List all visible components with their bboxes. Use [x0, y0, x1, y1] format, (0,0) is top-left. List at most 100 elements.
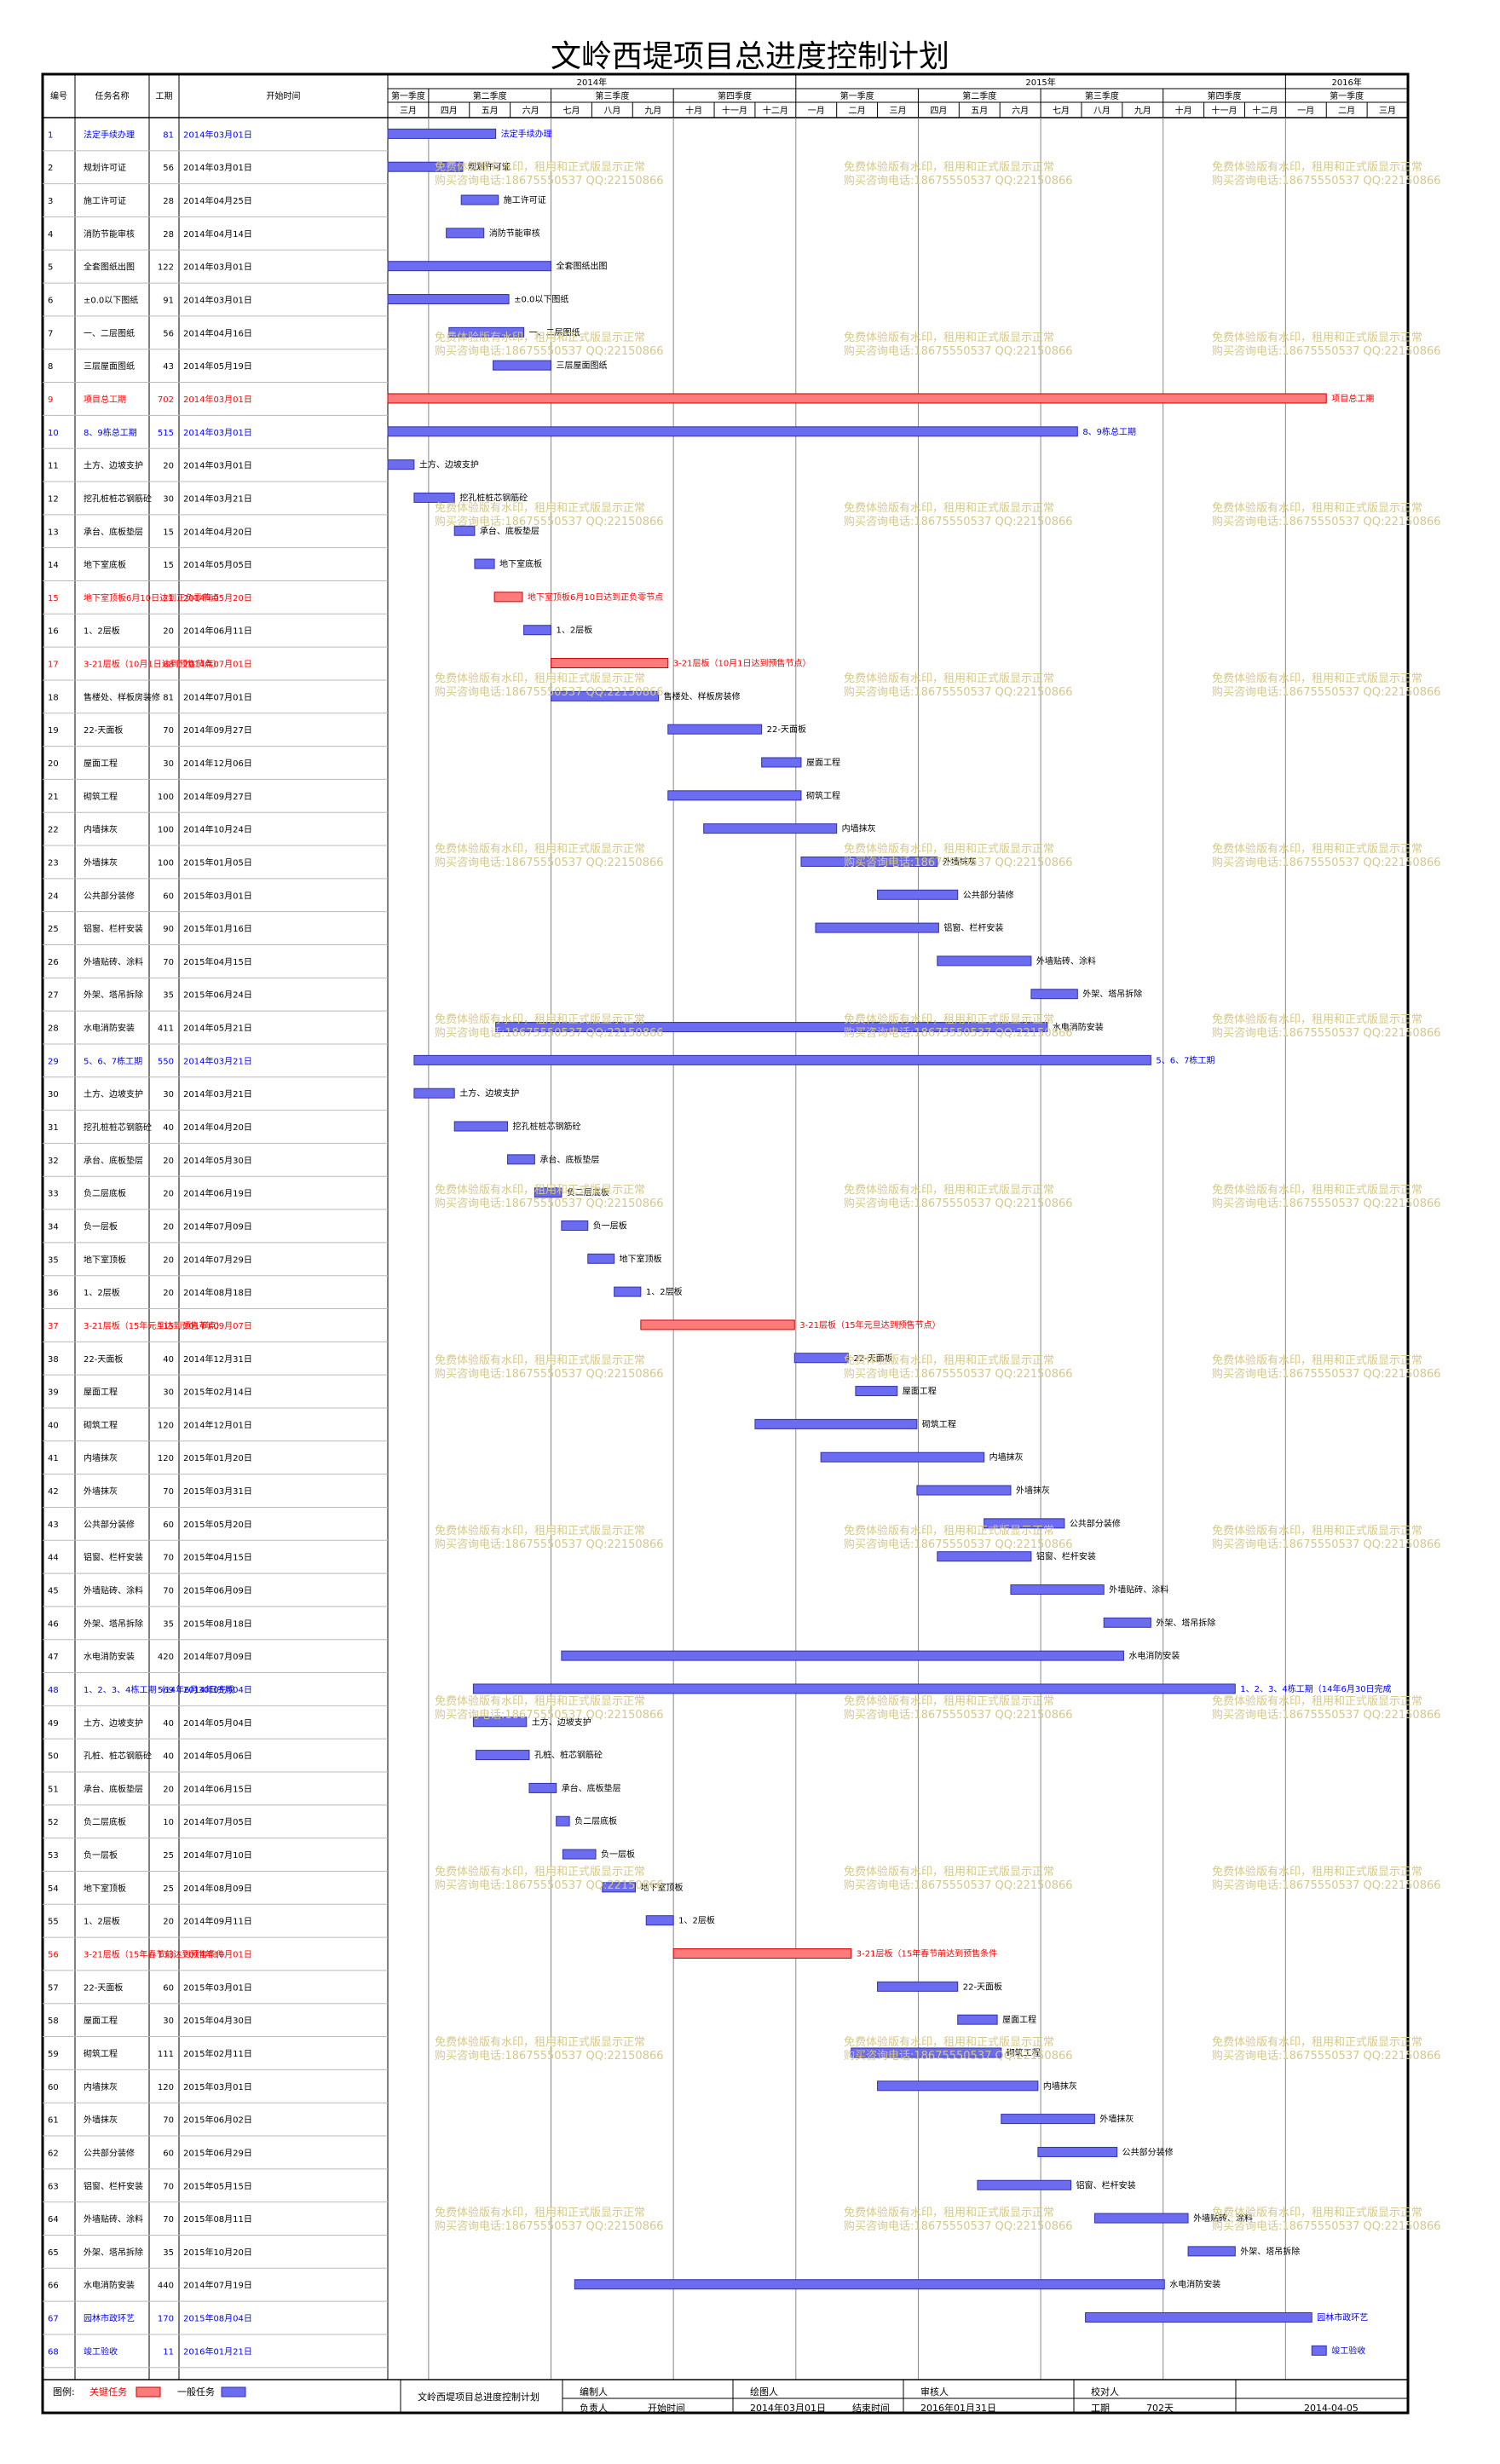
watermark-text: 购买咨询电话:18675550537 QQ:22150866	[1212, 2219, 1441, 2233]
row-start: 2014年12月31日	[183, 1353, 252, 1365]
footer-end-value: 2016年01月31日	[920, 2402, 996, 2414]
gantt-bar	[1010, 1584, 1105, 1595]
row-name: 项目总工期	[84, 394, 126, 405]
row-duration: 20	[163, 1190, 174, 1199]
row-name: 外墙抹灰	[84, 1486, 118, 1497]
row-start: 2014年07月19日	[183, 2280, 252, 2291]
bar-label: 水电消防安装	[1169, 2279, 1220, 2290]
row-duration: 28	[163, 197, 174, 206]
watermark-text: 免费体验版有水印，租用和正式版显示正常	[1212, 331, 1422, 344]
header-start: 开始时间	[267, 90, 301, 101]
row-id: 38	[48, 1355, 59, 1365]
row-start: 2014年09月07日	[183, 1320, 252, 1331]
row-name: 屋面工程	[84, 759, 118, 769]
watermark-text: 免费体验版有水印，租用和正式版显示正常	[1212, 672, 1422, 685]
row-start: 2015年06月29日	[183, 2147, 252, 2158]
row-duration: 90	[163, 925, 174, 934]
watermark-text: 免费体验版有水印，租用和正式版显示正常	[435, 1694, 645, 1708]
bar-label: 承台、底板垫层	[539, 1154, 599, 1165]
row-start: 2014年10月24日	[183, 824, 252, 835]
row-duration: 120	[158, 1454, 174, 1463]
watermark-text: 免费体验版有水印，租用和正式版显示正常	[1212, 1694, 1422, 1708]
bar-label: 1、2层板	[557, 625, 593, 636]
row-id: 37	[48, 1322, 59, 1331]
row-start: 2014年03月01日	[183, 262, 252, 273]
gantt-bar	[793, 1353, 849, 1364]
row-start: 2014年07月01日	[183, 691, 252, 702]
watermark-text: 购买咨询电话:18675550537 QQ:22150866	[844, 856, 1073, 869]
month-label: 十二月	[1252, 105, 1278, 116]
row-start: 2015年06月09日	[183, 1584, 252, 1596]
row-duration: 60	[163, 1983, 174, 1993]
row-start: 2015年04月15日	[183, 956, 252, 967]
gantt-bar	[667, 724, 763, 735]
watermark-text: 购买咨询电话:18675550537 QQ:22150866	[1212, 174, 1441, 188]
bar-label: 22-天面板	[853, 1353, 892, 1364]
row-start: 2015年04月30日	[183, 2015, 252, 2026]
row-name: 1、2层板	[84, 1916, 120, 1927]
watermark-text: 购买咨询电话:18675550537 QQ:22150866	[1212, 1878, 1441, 1892]
gantt-bar	[387, 261, 552, 272]
row-name: 承台、底板垫层	[84, 1783, 143, 1794]
row-name: 8、9栋总工期	[84, 427, 137, 438]
watermark-text: 免费体验版有水印，租用和正式版显示正常	[844, 331, 1054, 344]
gantt-bar	[614, 1286, 642, 1297]
row-id: 14	[48, 561, 59, 570]
row-start: 2014年03月01日	[183, 427, 252, 438]
gantt-bar	[387, 161, 464, 172]
row-duration: 10	[163, 1818, 174, 1827]
bar-label: 屋面工程	[903, 1387, 937, 1397]
watermark-text: 免费体验版有水印，租用和正式版显示正常	[1212, 501, 1422, 515]
gantt-bar	[523, 625, 552, 636]
row-id: 32	[48, 1157, 59, 1166]
footer-start-label: 开始时间	[648, 2402, 685, 2414]
watermark-text: 购买咨询电话:18675550537 QQ:22150866	[435, 515, 664, 528]
bar-label: 砌筑工程	[806, 790, 840, 801]
bar-label: 竣工验收	[1331, 2345, 1365, 2356]
year-label: 2016年	[1331, 77, 1361, 88]
row-duration: 25	[163, 1851, 174, 1861]
month-label: 六月	[522, 106, 539, 116]
row-id: 55	[48, 1918, 59, 1927]
row-start: 2015年05月15日	[183, 2180, 252, 2191]
gantt-bar	[507, 1154, 535, 1165]
bar-label: 负二层底板	[574, 1815, 617, 1826]
gantt-bar	[446, 228, 485, 239]
gantt-bar	[493, 591, 523, 603]
row-name: ±0.0以下图纸	[84, 295, 138, 306]
row-name: 砌筑工程	[84, 1419, 118, 1430]
bar-label: 土方、边坡支护	[419, 459, 479, 470]
watermark-text: 购买咨询电话:18675550537 QQ:22150866	[435, 1878, 664, 1892]
row-start: 2015年10月20日	[183, 2247, 252, 2258]
watermark-text: 免费体验版有水印，租用和正式版显示正常	[1212, 1013, 1422, 1026]
row-name: 三层屋面图纸	[84, 361, 135, 372]
row-start: 2014年12月01日	[183, 1419, 252, 1430]
row-id: 43	[48, 1521, 59, 1530]
gantt-bar	[761, 757, 802, 768]
row-start: 2014年05月19日	[183, 361, 252, 372]
header-name: 任务名称	[95, 90, 130, 101]
row-duration: 28	[163, 230, 174, 239]
row-duration: 30	[163, 1388, 174, 1398]
row-id: 47	[48, 1653, 59, 1662]
gantt-bar	[561, 1220, 589, 1231]
bar-label: 屋面工程	[1002, 2015, 1036, 2025]
row-name: 铝窗、栏杆安装	[84, 923, 143, 934]
watermark-text: 免费体验版有水印，租用和正式版显示正常	[435, 1865, 645, 1878]
row-id: 27	[48, 991, 59, 1001]
row-id: 4	[48, 230, 53, 239]
row-start: 2014年03月21日	[183, 1055, 252, 1066]
bar-label: 铝窗、栏杆安装	[1036, 1551, 1096, 1562]
gantt-bar	[574, 2279, 1165, 2290]
watermark-text: 购买咨询电话:18675550537 QQ:22150866	[1212, 856, 1441, 869]
row-duration: 569	[158, 1686, 174, 1695]
watermark-text: 购买咨询电话:18675550537 QQ:22150866	[435, 2219, 664, 2233]
row-id: 54	[48, 1884, 59, 1894]
gantt-bar	[602, 1882, 636, 1893]
watermark-text: 购买咨询电话:18675550537 QQ:22150866	[844, 1878, 1073, 1892]
row-start: 2014年03月01日	[183, 162, 252, 173]
row-id: 45	[48, 1586, 59, 1596]
watermark-text: 购买咨询电话:18675550537 QQ:22150866	[435, 2049, 664, 2063]
bar-label: 公共部分装修	[1070, 1518, 1121, 1529]
gantt-bar	[1001, 2114, 1095, 2125]
